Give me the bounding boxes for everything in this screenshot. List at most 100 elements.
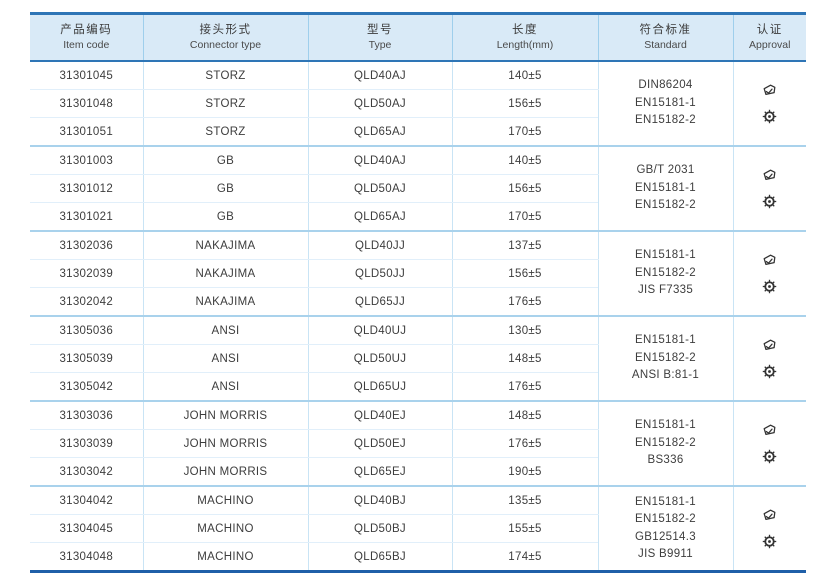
length-cell: 140±5 — [451, 61, 598, 90]
item-code-cell: 31301045 — [30, 61, 143, 90]
type-cell: QLD65AJ — [307, 117, 452, 147]
type-cell: QLD50BJ — [307, 514, 452, 543]
standard-line: EN15182-2 — [635, 199, 696, 212]
table-row: 31304045 MACHINO QLD50BJ 155±5 — [30, 514, 806, 543]
header-type-en: Type — [368, 39, 392, 51]
standard-line: EN15181-1 — [635, 334, 696, 347]
table-row: 31305036 ANSI QLD40UJ 130±5 EN15181-1 EN15182… — [30, 316, 806, 402]
standards-cell: EN15181-1 EN15182-2 ANSI B:81-1 — [597, 316, 733, 402]
standard-line: BS336 — [647, 454, 684, 467]
standard-line: EN15182-2 — [635, 266, 696, 279]
connector-type-cell: MACHINO — [142, 542, 308, 573]
item-code-cell: 31302039 — [30, 259, 143, 288]
table-row: 31301003 GB QLD40AJ 140±5 GB/T 2031 EN15181-1… — [30, 146, 806, 232]
standard-line: EN15181-1 — [635, 419, 696, 432]
item-code-cell: 31304048 — [30, 542, 143, 573]
table-row: 31301012 GB QLD50AJ 156±5 — [30, 174, 806, 203]
standard-line: EN15181-1 — [635, 96, 696, 109]
length-cell: 148±5 — [451, 344, 598, 373]
type-cell: QLD65AJ — [307, 202, 452, 232]
header-standard: 符合标准 Standard — [597, 12, 733, 62]
wheelmark-icon — [761, 448, 778, 465]
length-cell: 156±5 — [451, 174, 598, 203]
header-item-code: 产品编码 Item code — [30, 12, 143, 62]
type-cell: QLD40AJ — [307, 61, 452, 90]
length-cell: 176±5 — [451, 429, 598, 458]
table-row: 31301045 STORZ QLD40AJ 140±5 DIN86204 EN15181… — [30, 61, 806, 147]
approval-cell — [732, 146, 806, 232]
standard-line: EN15182-2 — [635, 436, 696, 449]
item-code-cell: 31301012 — [30, 174, 143, 203]
header-length-zh: 长度 — [512, 24, 538, 36]
standard-line: JIS F7335 — [637, 284, 694, 297]
length-cell: 190±5 — [451, 457, 598, 487]
type-cell: QLD50AJ — [307, 89, 452, 118]
length-cell: 130±5 — [451, 316, 598, 345]
header-length: 长度 Length(mm) — [451, 12, 598, 62]
connector-type-cell: STORZ — [142, 61, 308, 90]
standard-line: JIS B9911 — [638, 548, 693, 560]
table-row: 31305042 ANSI QLD65UJ 176±5 — [30, 372, 806, 402]
standard-line: EN15182-2 — [635, 513, 696, 525]
item-code-cell: 31305036 — [30, 316, 143, 345]
standards-cell: EN15181-1 EN15182-2 JIS F7335 — [597, 231, 733, 317]
connector-type-cell: STORZ — [142, 89, 308, 118]
standards-cell: GB/T 2031 EN15181-1 EN15182-2 — [597, 146, 733, 232]
item-code-cell: 31301051 — [30, 117, 143, 147]
header-approval-zh: 认证 — [756, 24, 783, 36]
item-code-cell: 31301048 — [30, 89, 143, 118]
header-connector-type: 接头形式 Connector type — [142, 12, 308, 62]
type-cell: QLD50UJ — [307, 344, 452, 373]
header-approval: 认证 Approval — [732, 12, 806, 62]
length-cell: 156±5 — [451, 259, 598, 288]
wheelmark-icon — [761, 533, 778, 550]
approval-cell — [732, 231, 806, 317]
header-connector-type-en: Connector type — [189, 39, 262, 51]
wheelmark-icon — [761, 363, 778, 380]
table-row: 31301051 STORZ QLD65AJ 170±5 — [30, 117, 806, 147]
connector-type-cell: NAKAJIMA — [142, 259, 308, 288]
standard-line: EN15182-2 — [635, 114, 696, 127]
table-row: 31303042 JOHN MORRIS QLD65EJ 190±5 — [30, 457, 806, 487]
header-approval-en: Approval — [749, 39, 791, 51]
standard-line: GB12514.3 — [635, 530, 696, 543]
length-cell: 148±5 — [451, 401, 598, 430]
type-cell: QLD65EJ — [307, 457, 452, 487]
cert-stamp-icon — [761, 507, 778, 524]
length-cell: 170±5 — [451, 117, 598, 147]
type-cell: QLD50AJ — [307, 174, 452, 203]
approval-cell — [732, 316, 806, 402]
connector-type-cell: JOHN MORRIS — [142, 457, 308, 487]
standard-line: EN15181-1 — [635, 249, 696, 262]
item-code-cell: 31303039 — [30, 429, 143, 458]
cert-stamp-icon — [761, 252, 778, 269]
standards-cell: EN15181-1 EN15182-2 GB12514.3 JIS B9911 — [597, 486, 733, 573]
standard-line: EN15181-1 — [635, 181, 696, 194]
type-cell: QLD65BJ — [307, 542, 452, 573]
header-row: 产品编码 Item code 接头形式 Connector type 型号 Ty… — [30, 12, 806, 62]
item-code-cell: 31301003 — [30, 146, 143, 175]
header-item-code-zh: 产品编码 — [60, 24, 113, 36]
type-cell: QLD40BJ — [307, 486, 452, 515]
item-code-cell: 31302042 — [30, 287, 143, 317]
cert-stamp-icon — [761, 82, 778, 99]
approval-cell — [732, 486, 806, 573]
length-cell: 174±5 — [451, 542, 598, 573]
length-cell: 170±5 — [451, 202, 598, 232]
table-row: 31301021 GB QLD65AJ 170±5 — [30, 202, 806, 232]
item-code-cell: 31304045 — [30, 514, 143, 543]
connector-type-cell: MACHINO — [142, 486, 308, 515]
connector-type-cell: JOHN MORRIS — [142, 401, 308, 430]
connector-type-cell: GB — [142, 146, 308, 175]
connector-type-cell: GB — [142, 202, 308, 232]
standard-line: EN15181-1 — [635, 495, 696, 508]
cert-stamp-icon — [761, 167, 778, 184]
length-cell: 137±5 — [451, 231, 598, 260]
cert-stamp-icon — [761, 422, 778, 439]
table-header: 产品编码 Item code 接头形式 Connector type 型号 Ty… — [30, 12, 806, 62]
wheelmark-icon — [761, 278, 778, 295]
cert-stamp-icon — [761, 337, 778, 354]
table-row: 31302042 NAKAJIMA QLD65JJ 176±5 — [30, 287, 806, 317]
product-spec-table: 产品编码 Item code 接头形式 Connector type 型号 Ty… — [30, 12, 806, 573]
